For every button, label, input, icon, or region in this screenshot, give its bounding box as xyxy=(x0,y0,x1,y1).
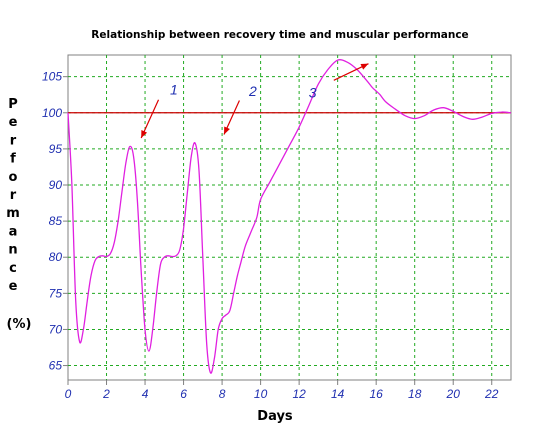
y-tick-label: 90 xyxy=(49,178,63,192)
y-tick-label: 100 xyxy=(42,106,62,120)
y-axis-label-letter: r xyxy=(10,188,17,203)
x-tick-label: 10 xyxy=(254,387,268,401)
y-axis-label-letter: e xyxy=(9,115,18,130)
annotation-arrowhead xyxy=(224,126,230,135)
y-axis-unit-label: (%) xyxy=(7,317,32,332)
performance-series-line xyxy=(67,59,512,374)
y-axis-label-letter: r xyxy=(10,133,17,148)
x-tick-label: 2 xyxy=(102,387,110,401)
y-tick-label: 85 xyxy=(49,214,63,228)
y-tick-label: 75 xyxy=(49,286,63,300)
chart-title: Relationship between recovery time and m… xyxy=(91,29,468,41)
y-axis-label-letter: a xyxy=(9,224,18,239)
y-tick-label: 105 xyxy=(42,70,62,84)
plot-frame xyxy=(67,54,512,381)
x-tick-label: 20 xyxy=(446,387,461,401)
x-tick-label: 4 xyxy=(142,387,149,401)
annotation-label: 3 xyxy=(309,85,317,101)
annotation-label: 1 xyxy=(170,82,178,98)
x-tick-label: 16 xyxy=(369,387,383,401)
y-axis-label-letter: m xyxy=(6,206,20,221)
plot-area: 0 2 4 6 8 10 12 14 16 18 20 22657075808590951001051… xyxy=(42,54,512,401)
y-tick-label: 65 xyxy=(49,359,63,373)
y-axis-label-letter: n xyxy=(8,243,17,258)
x-tick-label: 12 xyxy=(292,387,306,401)
y-axis-label-letter: e xyxy=(9,279,18,294)
x-axis-label: Days xyxy=(257,409,293,424)
y-axis-label-letter: f xyxy=(10,152,16,167)
y-axis-label-letter: P xyxy=(8,97,18,112)
annotation-arrowhead xyxy=(360,63,369,70)
x-tick-label: 22 xyxy=(484,387,499,401)
x-tick-label: 6 xyxy=(180,387,187,401)
y-tick-label: 95 xyxy=(49,142,63,156)
y-tick-label: 80 xyxy=(49,250,63,264)
x-tick-label: 14 xyxy=(331,387,345,401)
y-axis-label-letter: o xyxy=(9,170,18,185)
y-tick-label: 70 xyxy=(49,322,63,336)
y-axis-label-letter: c xyxy=(9,261,17,276)
x-tick-label: 0 xyxy=(65,387,72,401)
x-tick-label: 18 xyxy=(408,387,422,401)
annotation-label: 2 xyxy=(248,83,257,99)
x-tick-label: 8 xyxy=(219,387,226,401)
annotation-arrowhead xyxy=(141,130,148,139)
